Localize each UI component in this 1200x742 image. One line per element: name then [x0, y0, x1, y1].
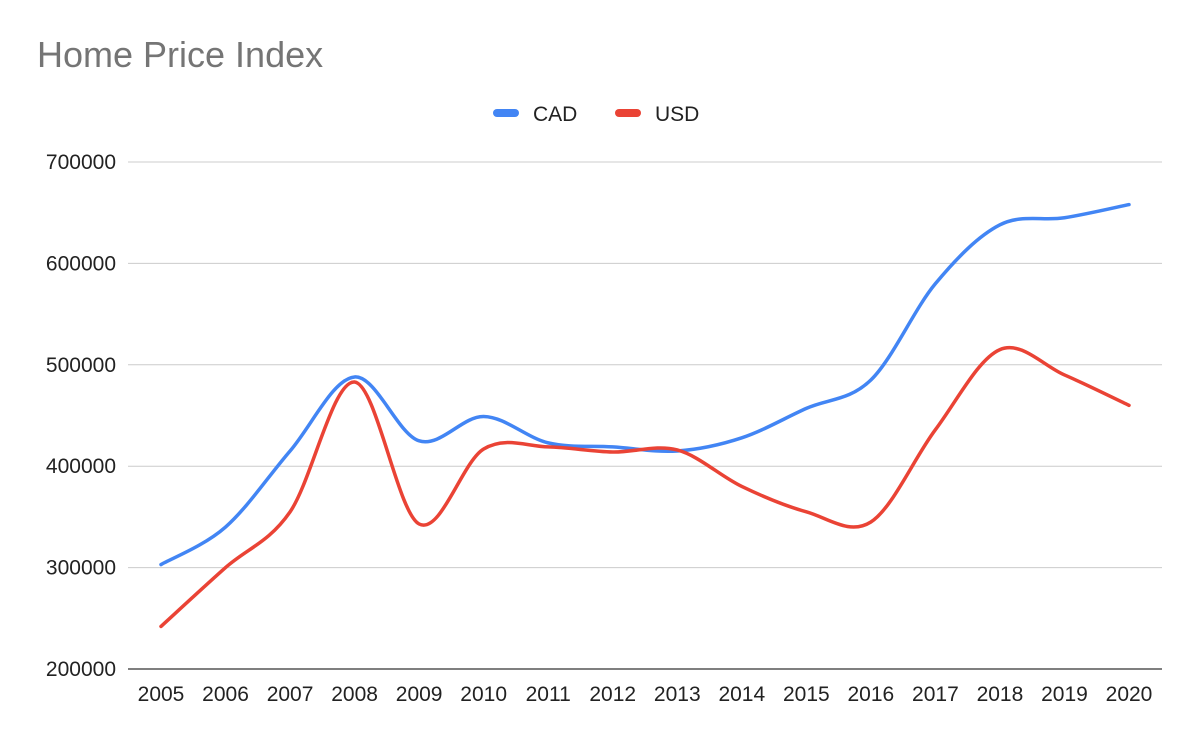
legend-label: CAD — [533, 103, 577, 126]
x-axis-tick-labels: 2005 2006 2007 2008 2009 2010 2011 2012 2013 2014… — [138, 683, 1153, 706]
legend-item-usd: USD — [615, 103, 699, 126]
y-tick-label: 200000 — [46, 658, 116, 681]
y-tick-label: 600000 — [46, 252, 116, 275]
y-tick-label: 300000 — [46, 557, 116, 580]
x-tick-label: 2008 — [331, 683, 378, 706]
y-tick-label: 400000 — [46, 455, 116, 478]
x-tick-label: 2015 — [783, 683, 830, 706]
series-line-cad — [159, 202, 1131, 567]
x-tick-label: 2011 — [526, 683, 571, 706]
x-tick-label: 2012 — [589, 683, 636, 706]
x-tick-label: 2005 — [138, 683, 185, 706]
x-tick-label: 2010 — [460, 683, 507, 706]
x-tick-label: 2007 — [267, 683, 314, 706]
legend-item-cad: CAD — [493, 103, 577, 126]
series-lines — [159, 202, 1131, 629]
legend-swatch — [493, 109, 519, 117]
legend: CAD USD — [493, 103, 699, 126]
series-line-usd — [159, 345, 1131, 629]
x-tick-label: 2018 — [977, 683, 1024, 706]
chart-title: Home Price Index — [37, 34, 324, 75]
x-tick-label: 2009 — [396, 683, 443, 706]
y-tick-label: 500000 — [46, 354, 116, 377]
x-tick-label: 2017 — [912, 683, 959, 706]
y-axis-tick-labels: 200000 300000 400000 500000 600000 700000 — [46, 151, 116, 681]
x-tick-label: 2019 — [1041, 683, 1088, 706]
x-tick-label: 2020 — [1106, 683, 1153, 706]
x-tick-label: 2006 — [202, 683, 249, 706]
x-tick-label: 2016 — [848, 683, 895, 706]
legend-swatch — [615, 109, 641, 117]
legend-label: USD — [655, 103, 699, 126]
x-tick-label: 2013 — [654, 683, 701, 706]
gridlines — [128, 161, 1162, 670]
x-tick-label: 2014 — [718, 683, 765, 706]
y-tick-label: 700000 — [46, 151, 116, 174]
